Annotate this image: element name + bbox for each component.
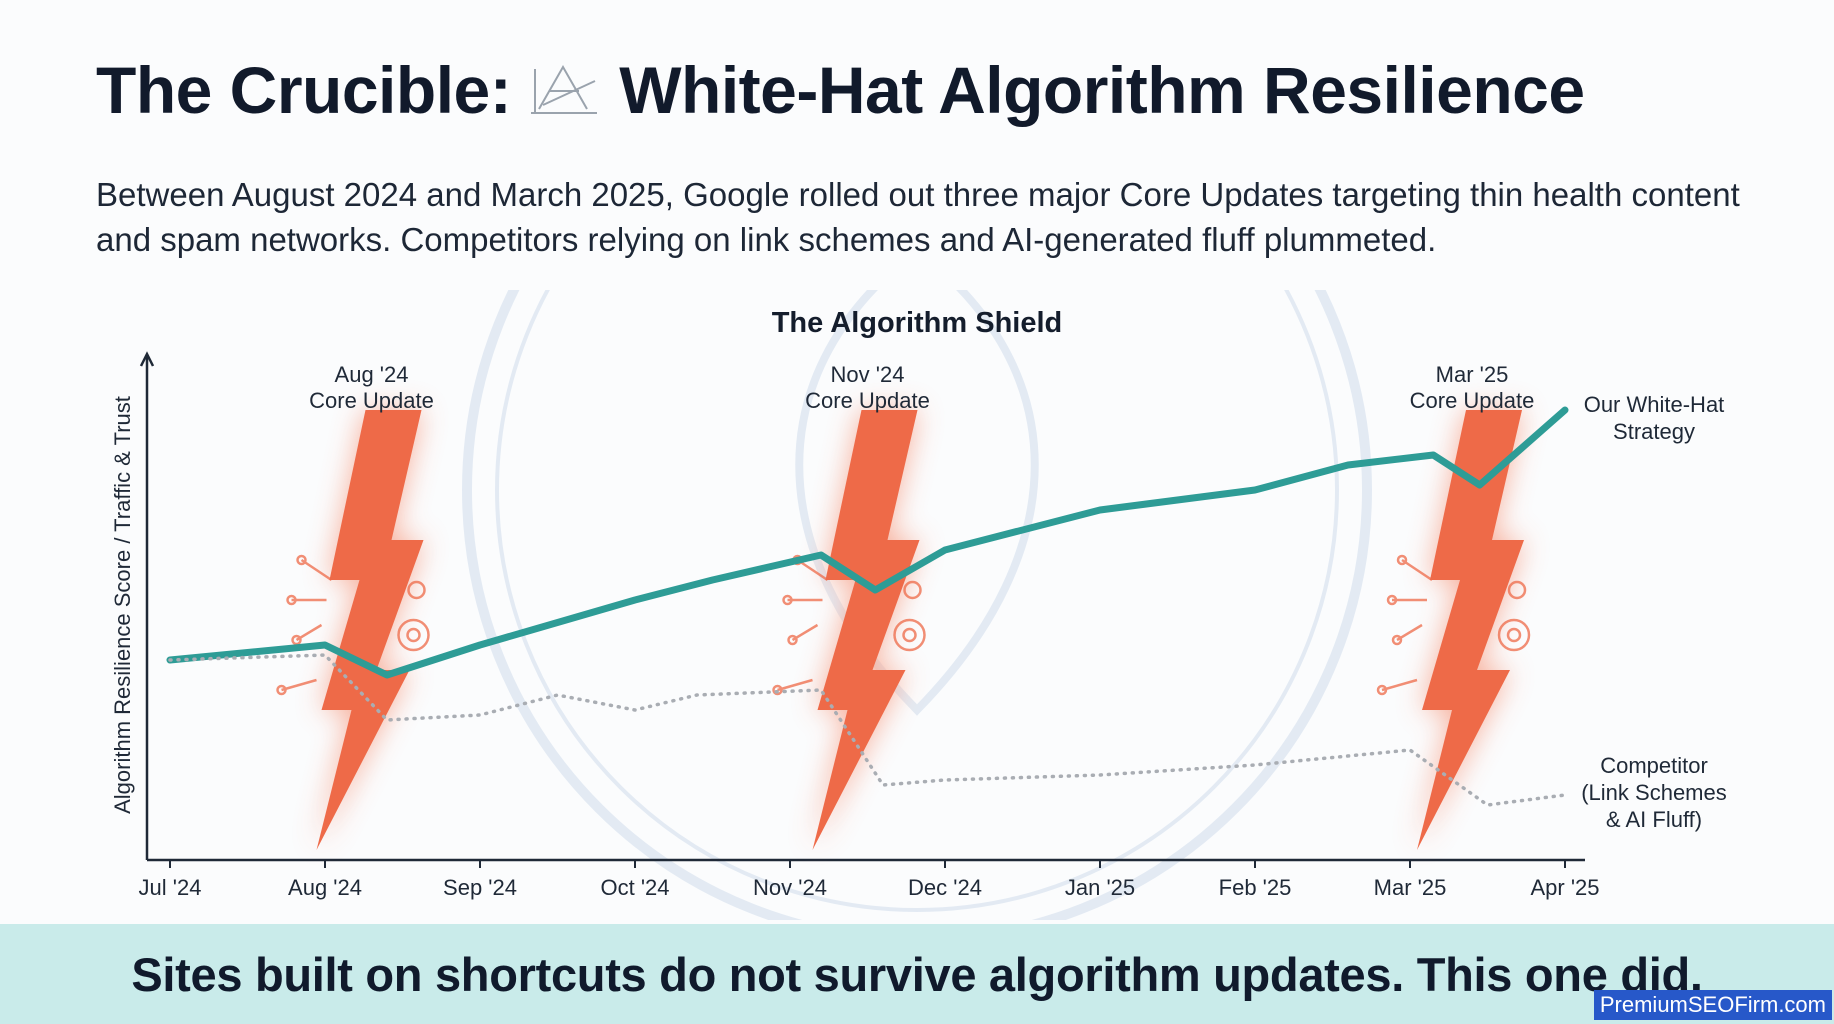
y-axis-label: Algorithm Resilience Score / Traffic & T…	[110, 396, 135, 814]
x-tick-label: Oct '24	[600, 875, 669, 900]
circuit-traces	[276, 554, 430, 696]
core-update-label: Core Update	[1410, 388, 1535, 413]
core-update-label: Aug '24	[335, 362, 409, 387]
gear-icon	[407, 580, 426, 600]
scales-icon	[531, 64, 598, 114]
gear-icon	[893, 618, 926, 652]
x-tick-label: Mar '25	[1374, 875, 1447, 900]
series-label-strategy: Strategy	[1613, 419, 1695, 444]
series-label-competitor: Competitor	[1600, 753, 1708, 778]
series-label-strategy: Our White-Hat	[1584, 392, 1725, 417]
gear-icon	[903, 580, 922, 600]
core-update-label: Mar '25	[1436, 362, 1509, 387]
watermark-emblem	[462, 290, 1372, 920]
intro-text: Between August 2024 and March 2025, Goog…	[96, 176, 1740, 258]
x-tick-label: Jul '24	[139, 875, 202, 900]
credit-badge: PremiumSEOFirm.com	[1593, 990, 1832, 1020]
banner: Sites built on shortcuts do not survive …	[0, 924, 1834, 1024]
gear-icon	[1507, 580, 1527, 600]
page-title: The Crucible: White-Hat Algorithm Resili…	[96, 52, 1585, 128]
series-label-competitor: & AI Fluff)	[1606, 807, 1702, 832]
circuit-traces	[1376, 554, 1531, 696]
x-tick-label: Jan '25	[1065, 875, 1135, 900]
x-tick-label: Aug '24	[288, 875, 362, 900]
core-update-label: Core Update	[309, 388, 434, 413]
core-update-label: Core Update	[805, 388, 930, 413]
x-tick-label: Dec '24	[908, 875, 982, 900]
core-update-bolt	[276, 410, 430, 850]
title-left: The Crucible:	[96, 53, 512, 127]
x-tick-label: Apr '25	[1530, 875, 1599, 900]
gear-icon	[397, 618, 430, 652]
y-axis-arrow	[139, 351, 155, 367]
chart-title: The Algorithm Shield	[772, 307, 1063, 339]
algorithm-shield-chart: The Algorithm Shield Algorithm Resilienc…	[110, 290, 1727, 920]
x-tick-label: Feb '25	[1219, 875, 1292, 900]
series-label-competitor: (Link Schemes	[1581, 780, 1727, 805]
x-tick-label: Sep '24	[443, 875, 517, 900]
banner-text: Sites built on shortcuts do not survive …	[131, 947, 1703, 1001]
axes	[139, 351, 1585, 862]
x-tick-label: Nov '24	[753, 875, 827, 900]
strategy-line	[166, 406, 1569, 679]
title-right: White-Hat Algorithm Resilience	[619, 53, 1585, 127]
core-update-bolt	[1376, 410, 1531, 850]
gear-icon	[1497, 618, 1531, 652]
core-update-label: Nov '24	[831, 362, 905, 387]
